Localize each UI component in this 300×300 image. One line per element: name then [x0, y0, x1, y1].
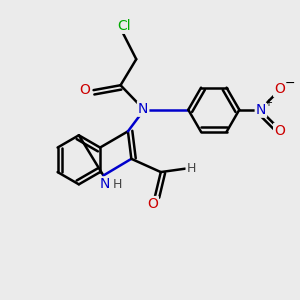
Text: Cl: Cl: [117, 19, 131, 33]
Text: +: +: [264, 98, 272, 108]
Text: N: N: [138, 102, 148, 116]
Text: N: N: [256, 103, 266, 117]
Text: O: O: [274, 124, 285, 138]
Text: O: O: [274, 82, 285, 96]
Text: H: H: [112, 178, 122, 191]
Text: O: O: [79, 83, 90, 97]
Text: O: O: [147, 197, 158, 211]
Text: H: H: [187, 162, 196, 175]
Text: N: N: [99, 177, 110, 191]
Text: −: −: [285, 77, 296, 90]
